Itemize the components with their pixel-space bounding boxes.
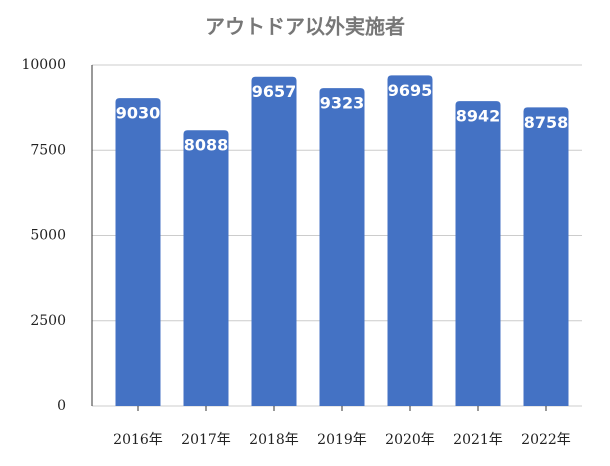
x-tick-label: 2018年: [249, 432, 299, 448]
value-label: 8088: [184, 136, 229, 155]
x-tick-label: 2020年: [385, 432, 435, 448]
y-tick-label: 0: [57, 398, 66, 414]
y-tick-label: 5000: [30, 228, 66, 244]
bar: [455, 101, 501, 407]
chart-title: アウトドア以外実施者: [205, 15, 405, 39]
bar: [523, 107, 569, 406]
value-label: 9323: [320, 94, 365, 113]
value-label: 9657: [252, 82, 297, 101]
bar: [319, 88, 365, 407]
value-label: 8758: [524, 113, 569, 132]
bar: [387, 75, 433, 406]
bar: [251, 76, 297, 407]
value-label: 9030: [116, 104, 161, 123]
bar: [183, 130, 229, 406]
x-tick-label: 2022年: [521, 432, 571, 448]
y-tick-label: 2500: [30, 313, 66, 329]
y-tick-label: 7500: [30, 142, 66, 158]
y-tick-label: 10000: [21, 57, 66, 73]
value-label: 8942: [456, 107, 501, 126]
x-tick-label: 2019年: [317, 432, 367, 448]
x-tick-label: 2017年: [181, 432, 231, 448]
x-tick-label: 2021年: [453, 432, 503, 448]
bar: [115, 98, 161, 407]
x-tick-label: 2016年: [113, 432, 163, 448]
value-label: 9695: [388, 81, 433, 100]
